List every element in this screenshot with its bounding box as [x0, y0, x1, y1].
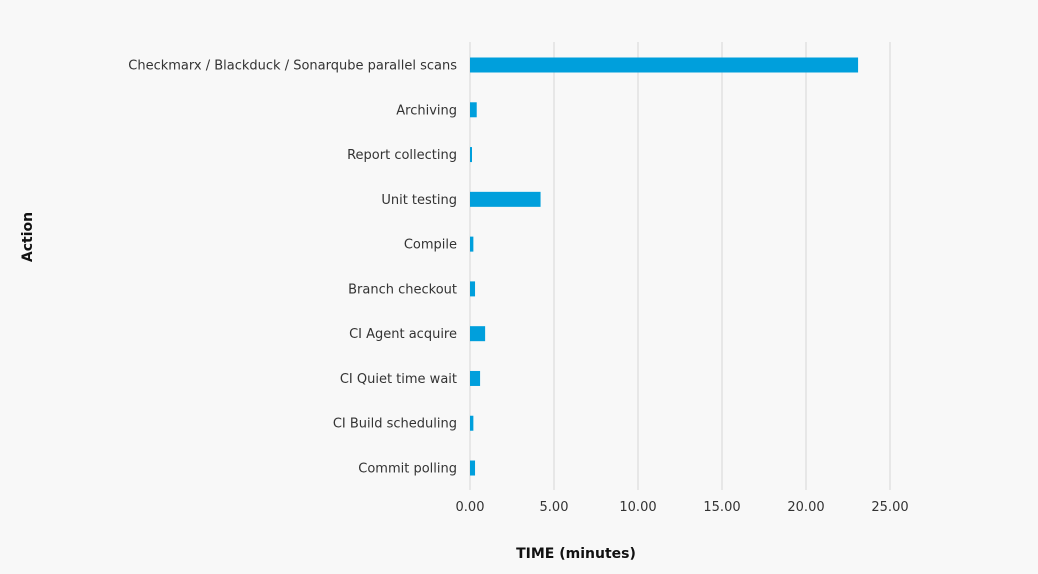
x-tick-labels: 0.00 5.00 10.00 15.00 20.00 25.00 [456, 500, 909, 515]
x-tick-label: 0.00 [456, 500, 485, 515]
category-label: CI Quiet time wait [340, 372, 457, 387]
bar [470, 415, 474, 431]
x-tick-label: 20.00 [787, 500, 824, 515]
x-tick-label: 10.00 [619, 500, 656, 515]
x-axis-title: TIME (minutes) [516, 546, 636, 562]
category-label: Unit testing [381, 193, 457, 208]
bar [470, 191, 541, 207]
category-label: CI Agent acquire [349, 327, 457, 342]
x-tick-label: 25.00 [871, 500, 908, 515]
bar [470, 281, 476, 297]
category-label: Commit polling [358, 462, 457, 477]
category-label: CI Build scheduling [333, 417, 457, 432]
bar [470, 370, 481, 386]
bar [470, 147, 472, 163]
bar [470, 326, 486, 342]
bar [470, 102, 477, 118]
grid-layer [469, 42, 891, 490]
category-label: Branch checkout [348, 282, 457, 297]
bar [470, 236, 474, 252]
x-tick-label: 5.00 [540, 500, 569, 515]
category-labels: Checkmarx / Blackduck / Sonarqube parall… [128, 59, 457, 477]
category-label: Checkmarx / Blackduck / Sonarqube parall… [128, 59, 457, 74]
x-tick-label: 15.00 [703, 500, 740, 515]
category-label: Compile [404, 238, 457, 253]
bar-layer [470, 57, 859, 476]
category-label: Archiving [396, 103, 457, 118]
category-label: Report collecting [347, 148, 457, 163]
bar [470, 57, 859, 73]
y-axis-title: Action [20, 212, 36, 262]
bar [470, 460, 476, 476]
